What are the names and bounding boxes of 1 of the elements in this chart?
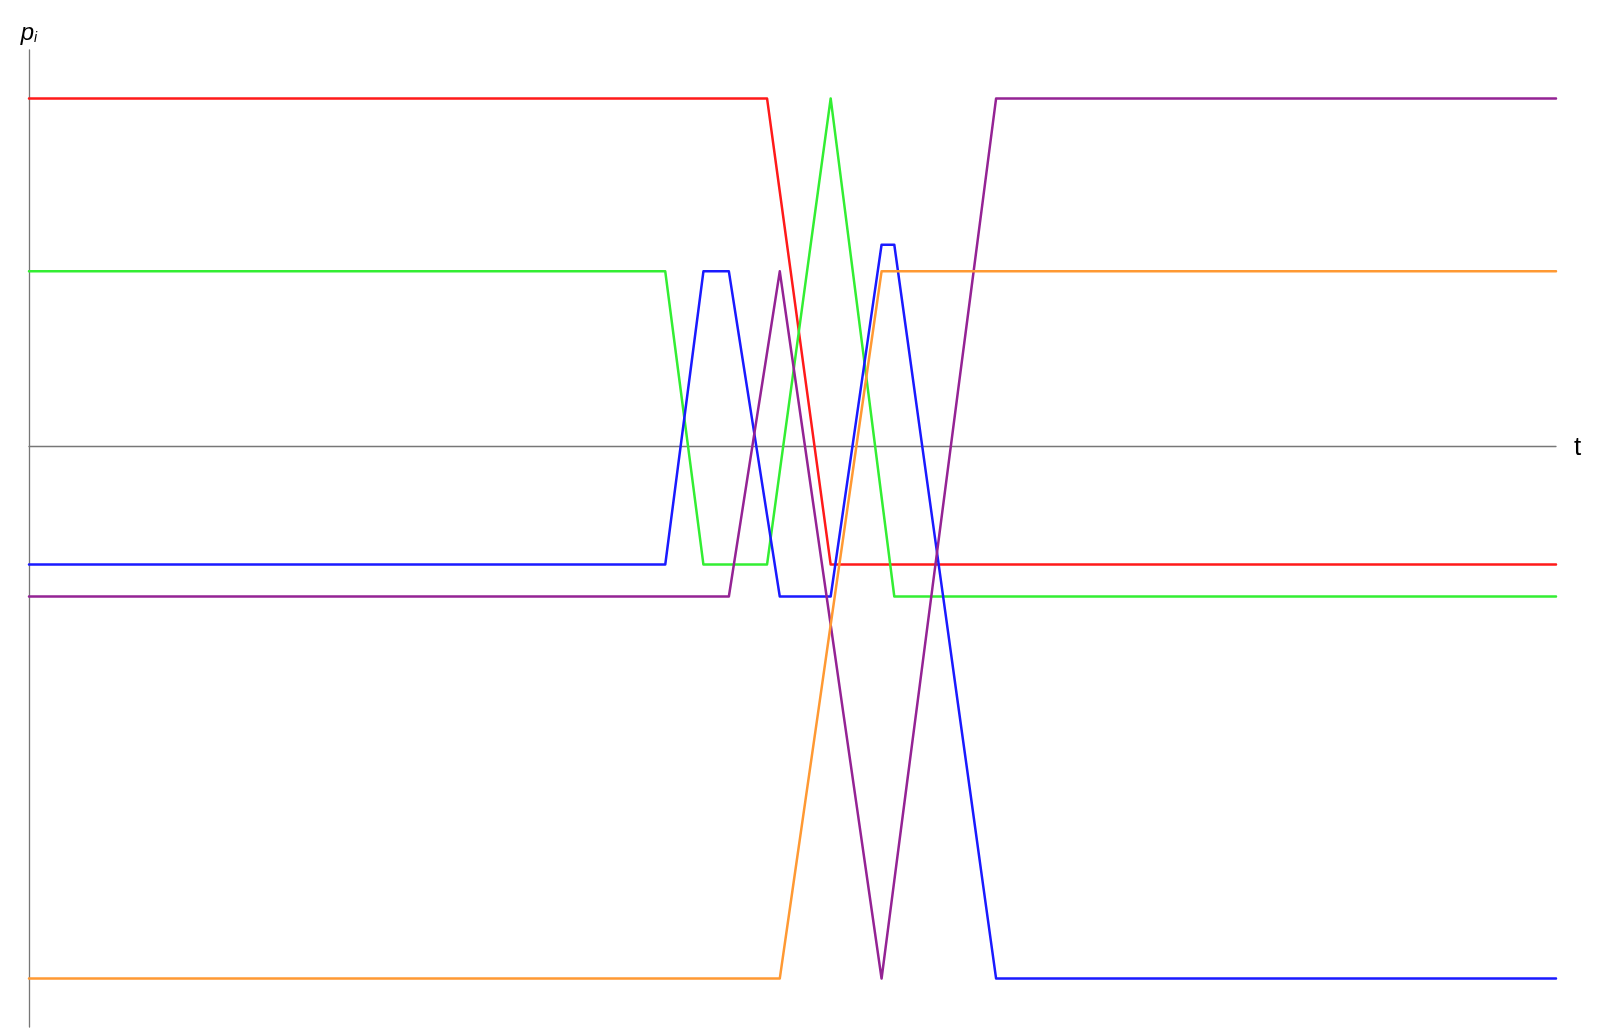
x-axis-title: t [1574,431,1582,462]
